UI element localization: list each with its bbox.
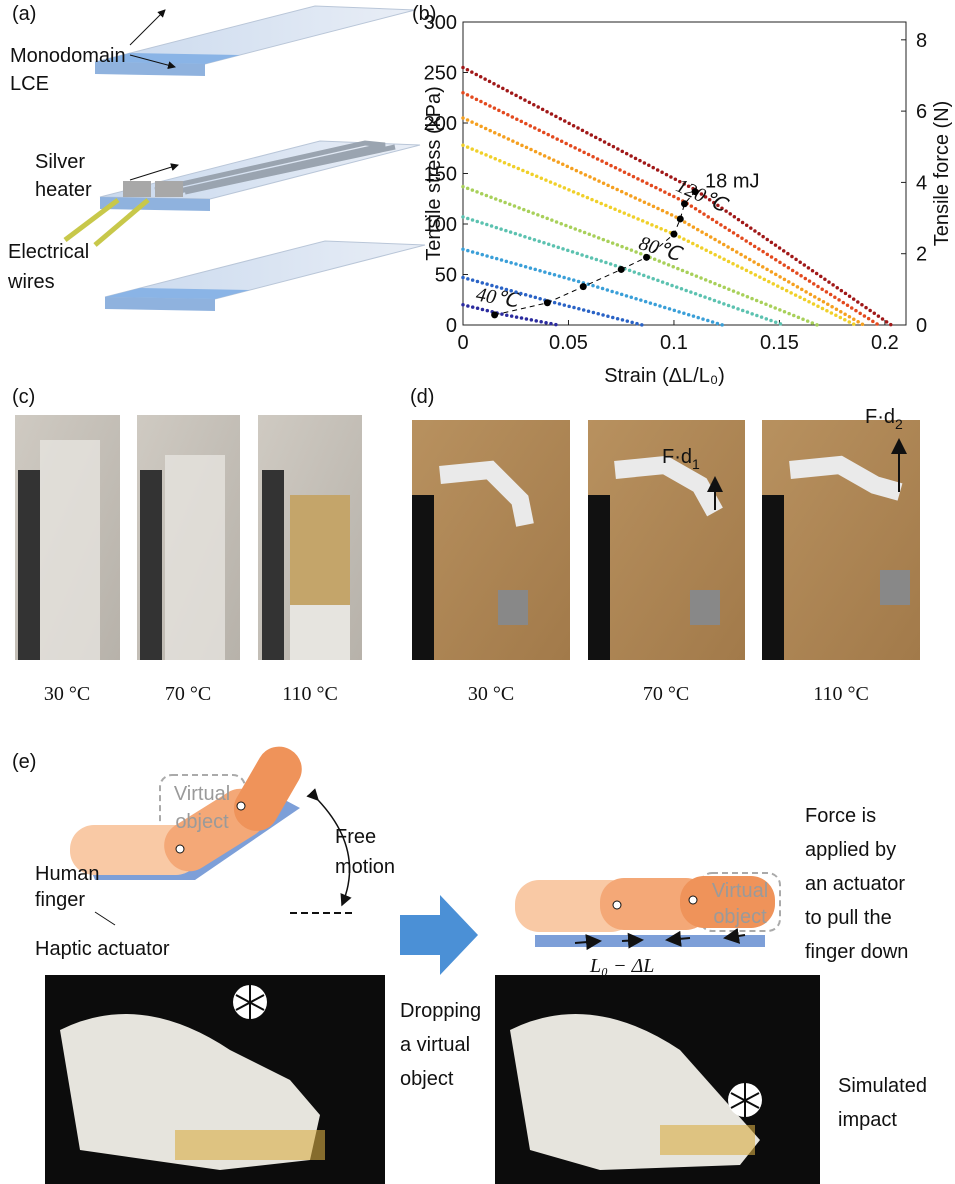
force-sub: 1 bbox=[692, 456, 700, 472]
actuator-label: Haptic actuator bbox=[35, 938, 170, 960]
panel-label: (c) bbox=[12, 386, 35, 408]
length-label: L₀ − ΔL bbox=[589, 955, 654, 977]
panel-label: (a) bbox=[12, 3, 36, 25]
y2-tick-label: 2 bbox=[916, 244, 927, 266]
finger-label: finger bbox=[35, 889, 85, 911]
work-point bbox=[677, 215, 684, 222]
callout: Silver bbox=[35, 151, 85, 173]
force-text: an actuator bbox=[805, 873, 905, 895]
work-label: 18 mJ bbox=[705, 171, 759, 193]
callout: wires bbox=[7, 271, 55, 293]
photo-caption: Dropping bbox=[400, 1000, 481, 1022]
work-point bbox=[580, 283, 587, 290]
caption: 110 °C bbox=[282, 683, 338, 705]
y2-tick-label: 8 bbox=[916, 30, 927, 52]
virtual-object: Virtual bbox=[712, 880, 768, 902]
work-point bbox=[618, 266, 625, 273]
caption: 110 °C bbox=[813, 683, 869, 705]
photo-caption: Simulated bbox=[838, 1075, 927, 1097]
x-tick-label: 0 bbox=[457, 332, 468, 354]
photo-caption: a virtual bbox=[400, 1034, 470, 1056]
plot-frame bbox=[463, 22, 906, 325]
work-point bbox=[681, 200, 688, 207]
caption: 70 °C bbox=[643, 683, 689, 705]
force-base: F·d bbox=[662, 446, 692, 468]
virtual-object: Virtual bbox=[174, 783, 230, 805]
work-point bbox=[692, 188, 699, 195]
series-line bbox=[463, 118, 864, 325]
finger-label: Human bbox=[35, 863, 99, 885]
force-base: F·d bbox=[865, 406, 895, 428]
y-tick-label: 300 bbox=[424, 12, 457, 34]
photo-caption: impact bbox=[838, 1109, 897, 1131]
work-point bbox=[670, 231, 677, 238]
force-text: applied by bbox=[805, 839, 896, 861]
x-tick-label: 0.2 bbox=[871, 332, 899, 354]
x-tick-label: 0.15 bbox=[760, 332, 799, 354]
force-text: Force is bbox=[805, 805, 876, 827]
force-text: finger down bbox=[805, 941, 908, 963]
force-text: to pull the bbox=[805, 907, 892, 929]
panel-label: (e) bbox=[12, 751, 36, 773]
work-point bbox=[491, 311, 498, 318]
motion-label: Free bbox=[335, 826, 376, 848]
figure: (a) (c) (d) (e) Haptic actuator L₀ − ΔL … bbox=[0, 0, 955, 1184]
work-point bbox=[544, 299, 551, 306]
x-tick-label: 0.1 bbox=[660, 332, 688, 354]
y-axis-label: Tensile stress (kPa) bbox=[423, 86, 445, 261]
y2-tick-label: 4 bbox=[916, 172, 927, 194]
y-tick-label: 0 bbox=[446, 315, 457, 337]
virtual-object: object bbox=[713, 906, 767, 928]
caption: 70 °C bbox=[165, 683, 211, 705]
caption: 30 °C bbox=[468, 683, 514, 705]
work-point bbox=[643, 254, 650, 261]
y-tick-label: 50 bbox=[435, 265, 457, 287]
finger-diagrams bbox=[45, 739, 820, 1184]
y-tick-label: 250 bbox=[424, 63, 457, 85]
x-tick-label: 0.05 bbox=[549, 332, 588, 354]
y2-tick-label: 6 bbox=[916, 101, 927, 123]
photo-caption: object bbox=[400, 1068, 454, 1090]
panel-label: (d) bbox=[410, 386, 434, 408]
callout: Monodomain bbox=[10, 45, 126, 67]
callout: heater bbox=[35, 179, 92, 201]
callout: LCE bbox=[10, 73, 49, 95]
caption: 30 °C bbox=[44, 683, 90, 705]
virtual-object: object bbox=[175, 811, 229, 833]
y2-axis-label: Tensile force (N) bbox=[931, 101, 953, 247]
callout: Electrical bbox=[8, 241, 89, 263]
force-sub: 2 bbox=[895, 416, 903, 432]
x-axis-label: Strain (ΔL/L₀) bbox=[604, 365, 725, 387]
y2-tick-label: 0 bbox=[916, 315, 927, 337]
photos-c bbox=[15, 415, 362, 660]
motion-label: motion bbox=[335, 856, 395, 878]
